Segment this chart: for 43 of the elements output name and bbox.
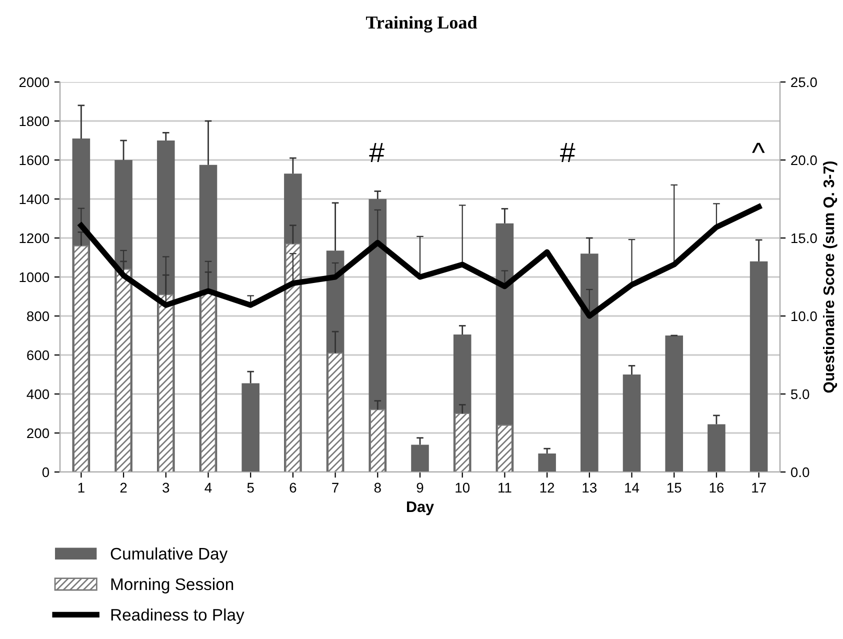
- y2-tick-label: 10.0: [791, 311, 817, 322]
- x-tick-label: 10: [456, 482, 470, 493]
- legend-label: Readiness to Play: [111, 608, 244, 624]
- y2-tick-label: 20.0: [791, 155, 817, 166]
- y-tick-label: 600: [27, 350, 50, 360]
- x-axis-title: Day: [407, 501, 434, 516]
- x-tick-label: 4: [204, 482, 212, 492]
- x-tick-label: 7: [332, 482, 338, 492]
- x-tick-label: 8: [374, 482, 381, 493]
- x-tick-label: 12: [540, 482, 554, 492]
- y2-axis-title: Questionaire Score (sum Q. 3-7): [823, 161, 838, 393]
- y2-tick-label: 0.0: [790, 467, 810, 478]
- x-tick-label: 14: [625, 482, 640, 492]
- annotation: #: [369, 143, 384, 162]
- y2-tick-label: 15.0: [791, 233, 817, 244]
- x-tick-label: 17: [752, 482, 766, 492]
- y-tick-label: 1000: [20, 272, 50, 282]
- x-tick-label: 16: [710, 482, 724, 493]
- x-tick-label: 9: [416, 482, 424, 493]
- x-tick-label: 15: [667, 482, 682, 493]
- x-tick-label: 2: [120, 482, 127, 492]
- y-tick-label: 1400: [20, 194, 50, 204]
- y-tick-label: 0: [42, 467, 50, 478]
- x-tick-label: 6: [290, 482, 296, 493]
- chart-title: Training Load: [366, 16, 478, 32]
- x-tick-label: 3: [162, 482, 170, 493]
- legend-label: Cumulative Day: [110, 547, 228, 563]
- y2-tick-label: 25.0: [791, 77, 817, 88]
- y-tick-label: 1600: [20, 155, 50, 166]
- x-tick-label: 1: [78, 482, 84, 492]
- annotation: ^: [752, 142, 765, 153]
- y2-tick-label: 5.0: [790, 389, 810, 400]
- y-tick-label: 800: [27, 311, 50, 322]
- legend-label: Morning Session: [111, 578, 234, 594]
- y-tick-label: 400: [26, 389, 50, 400]
- y-tick-label: 200: [27, 428, 50, 438]
- y-tick-label: 1200: [20, 233, 50, 244]
- x-tick-label: 5: [247, 482, 254, 493]
- y-tick-label: 1800: [20, 116, 50, 126]
- y-tick-label: 2000: [19, 77, 50, 88]
- x-tick-label: 13: [582, 482, 597, 493]
- annotation: #: [560, 143, 576, 162]
- x-tick-label: 11: [498, 482, 512, 492]
